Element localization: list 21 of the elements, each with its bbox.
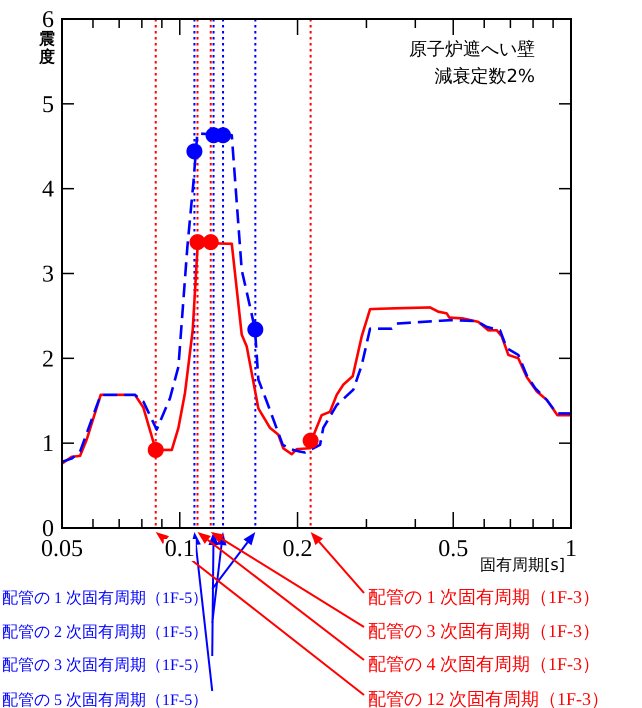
x-axis-title: 固有周期[s]: [480, 555, 565, 574]
y-tick-label: 5: [42, 92, 54, 118]
ref-line-label: 配管の 1 次固有周期（1F-5）: [2, 589, 208, 607]
text: 減衰定数2%: [434, 66, 535, 87]
ref-line-label: 配管の 4 次固有周期（1F-3）: [368, 654, 600, 674]
ref-line-label: 配管の 1 次固有周期（1F-3）: [368, 587, 600, 607]
y-tick-label: 1: [42, 431, 54, 458]
y-axis-title: 震度: [38, 29, 55, 66]
xtick-label: 0.5: [437, 536, 470, 562]
ref-line-label: 配管の 3 次固有周期（1F-5）: [2, 656, 208, 674]
ref-line-label: 配管の 3 次固有周期（1F-3）: [368, 621, 600, 641]
ref-line-label: 配管の 2 次固有周期（1F-5）: [2, 623, 208, 641]
xtick-label: 0.05: [40, 536, 84, 562]
xtick-label: 1: [564, 536, 578, 562]
y-tick-label: 3: [42, 262, 54, 288]
y-tick-label: 4: [42, 176, 54, 203]
text: 原子炉遮へい壁: [409, 39, 535, 60]
ref-line-label: 配管の 12 次固有周期（1F-3）: [368, 689, 610, 708]
y-tick-label: 2: [42, 346, 54, 372]
ref-line-label: 配管の 5 次固有周期（1F-5）: [2, 691, 208, 708]
xtick-label: 0.1: [164, 536, 196, 562]
